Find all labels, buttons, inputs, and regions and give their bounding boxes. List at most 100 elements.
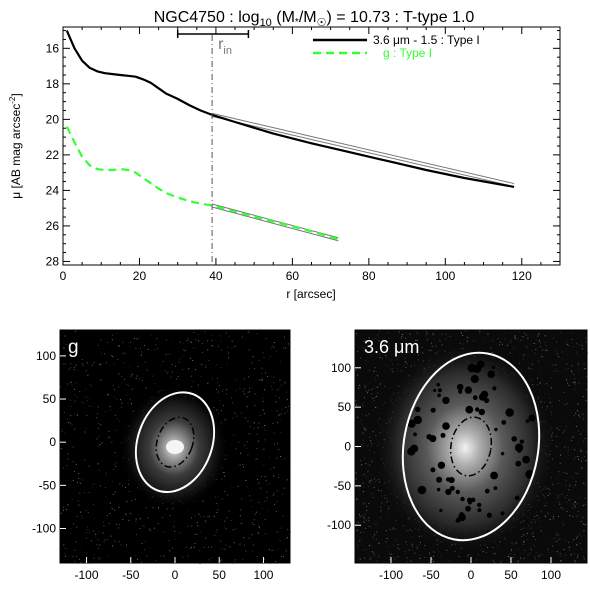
noise-pixel <box>406 544 408 546</box>
noise-pixel <box>365 527 367 529</box>
noise-pixel <box>89 492 90 493</box>
noise-pixel <box>553 538 555 539</box>
noise-pixel <box>93 557 95 559</box>
noise-pixel <box>220 341 222 343</box>
noise-pixel <box>105 487 106 489</box>
noise-pixel <box>111 508 113 510</box>
noise-pixel <box>87 529 89 531</box>
noise-pixel <box>357 416 359 418</box>
noise-pixel <box>547 512 549 514</box>
noise-pixel <box>106 515 108 517</box>
y-tick-label: 28 <box>46 254 60 268</box>
noise-pixel <box>568 499 570 501</box>
masked-source <box>472 395 478 401</box>
noise-pixel <box>377 334 379 336</box>
profile-x-axis: 0 20 40 60 80 100 120 <box>60 27 542 283</box>
noise-pixel <box>87 526 89 528</box>
noise-pixel <box>196 533 198 535</box>
noise-pixel <box>263 464 265 466</box>
noise-pixel <box>99 363 101 365</box>
noise-pixel <box>374 556 375 558</box>
noise-pixel <box>364 428 366 430</box>
noise-pixel <box>262 352 264 354</box>
noise-pixel <box>97 413 99 415</box>
noise-pixel <box>568 449 570 451</box>
noise-pixel <box>111 339 113 341</box>
noise-pixel <box>99 444 101 446</box>
noise-pixel <box>220 335 221 337</box>
noise-pixel <box>261 377 263 378</box>
noise-pixel <box>368 389 370 391</box>
noise-pixel <box>556 341 558 343</box>
noise-pixel <box>205 367 207 369</box>
noise-pixel <box>574 484 576 486</box>
noise-pixel <box>87 512 89 514</box>
noise-pixel <box>388 343 390 345</box>
noise-pixel <box>281 556 282 557</box>
noise-pixel <box>243 444 245 446</box>
noise-pixel <box>582 516 584 518</box>
noise-pixel <box>577 403 579 405</box>
noise-pixel <box>572 436 574 438</box>
noise-pixel <box>266 497 268 498</box>
masked-source <box>475 407 480 412</box>
profile-series <box>65 30 515 242</box>
noise-pixel <box>185 547 187 548</box>
noise-pixel <box>257 532 259 534</box>
noise-pixel <box>522 543 524 545</box>
noise-pixel <box>77 505 79 506</box>
noise-pixel <box>196 522 198 524</box>
noise-pixel <box>535 349 537 350</box>
noise-pixel <box>574 560 576 562</box>
noise-pixel <box>507 556 509 557</box>
noise-pixel <box>265 480 267 482</box>
noise-pixel <box>93 362 95 363</box>
rin-marker: rin <box>176 30 250 265</box>
noise-pixel <box>223 549 225 550</box>
noise-pixel <box>63 509 64 511</box>
noise-pixel <box>260 487 262 489</box>
noise-pixel <box>163 531 165 533</box>
noise-pixel <box>530 527 532 529</box>
noise-pixel <box>67 453 69 455</box>
masked-source <box>478 408 485 416</box>
x-tick-label: 100 <box>435 269 455 283</box>
noise-pixel <box>568 541 570 543</box>
noise-pixel <box>538 333 540 334</box>
masked-source <box>467 500 472 505</box>
noise-pixel <box>276 457 278 459</box>
noise-pixel <box>175 365 177 367</box>
noise-pixel <box>220 367 222 369</box>
noise-pixel <box>522 336 524 338</box>
noise-pixel <box>217 346 219 348</box>
noise-pixel <box>287 410 289 412</box>
noise-pixel <box>572 382 574 383</box>
noise-pixel <box>556 477 558 479</box>
noise-pixel <box>251 550 253 552</box>
noise-pixel <box>143 344 145 346</box>
noise-pixel <box>282 515 284 517</box>
noise-pixel <box>534 521 536 523</box>
noise-pixel <box>74 331 76 333</box>
noise-pixel <box>363 522 365 524</box>
noise-pixel <box>283 347 285 349</box>
noise-pixel <box>109 502 111 504</box>
noise-pixel <box>566 403 568 405</box>
noise-pixel <box>224 548 226 550</box>
noise-pixel <box>356 404 357 406</box>
noise-pixel <box>355 499 357 501</box>
noise-pixel <box>179 358 181 360</box>
noise-pixel <box>227 346 229 348</box>
noise-pixel <box>205 365 207 367</box>
noise-pixel <box>287 343 289 345</box>
noise-pixel <box>381 350 383 352</box>
noise-pixel <box>284 382 286 384</box>
noise-pixel <box>96 417 98 419</box>
noise-pixel <box>146 369 148 371</box>
noise-pixel <box>583 504 585 506</box>
noise-pixel <box>523 558 525 560</box>
noise-pixel <box>202 352 203 354</box>
noise-pixel <box>82 402 84 404</box>
noise-pixel <box>156 338 158 340</box>
noise-pixel <box>560 560 562 561</box>
